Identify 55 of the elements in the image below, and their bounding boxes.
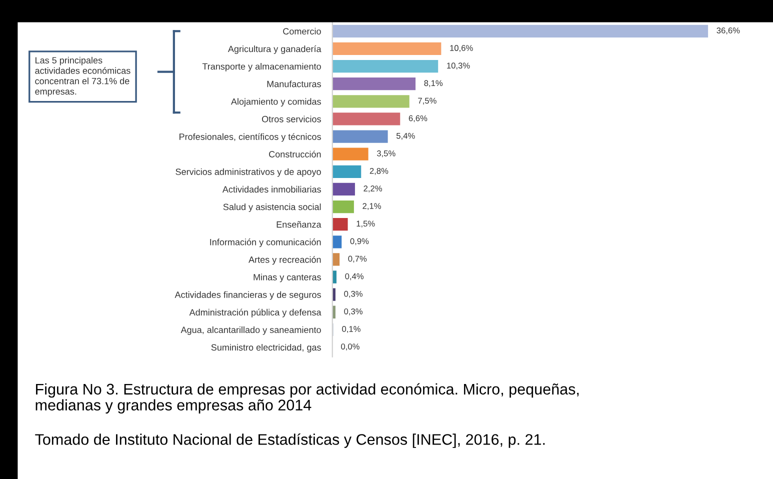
y-tick-label: Agua, alcantarillado y saneamiento (180, 326, 321, 335)
y-tick-label: Comercio (283, 28, 321, 35)
bar (332, 182, 355, 196)
y-tick-label: Manufacturas (267, 80, 321, 88)
y-tick-label: Minas y canteras (254, 274, 321, 282)
bar (332, 236, 342, 248)
text: Tomado de Instituto Nacional de Estadísticas y Censos [INEC], 2016, p. 21. (35, 433, 545, 448)
data-label: 8,1% (424, 80, 443, 88)
data-label: 10,3% (447, 62, 470, 70)
y-tick-label: Construcción (269, 150, 321, 158)
data-label: 0,4% (345, 273, 364, 280)
bar (332, 165, 362, 178)
data-label: 1,5% (356, 220, 375, 228)
y-tick-label: Transporte y almacenamiento (202, 63, 321, 72)
data-label: 2,2% (364, 186, 382, 192)
data-label: 36,6% (716, 28, 740, 34)
data-label: 0,3% (344, 290, 362, 298)
y-tick-label: Administración pública y defensa (189, 308, 322, 318)
y-tick-label: Actividades financieras y de seguros (174, 291, 321, 300)
y-tick-label: Alojamiento y comidas (230, 98, 321, 107)
bar (332, 200, 354, 214)
text: Las 5 principales actividades económicas concentran el 73.1% de empresas. (35, 56, 130, 96)
data-label: 5,4% (396, 132, 415, 140)
bar (332, 42, 442, 56)
bar (332, 24, 708, 38)
y-tick-label: Información y comunicación (210, 238, 321, 248)
y-tick-label: Salud y asistencia social (223, 203, 321, 212)
data-label: 0,9% (350, 238, 369, 246)
y-tick-label: Otros servicios (262, 116, 321, 122)
bar (332, 60, 438, 73)
data-label: 3,5% (376, 150, 396, 158)
y-tick-label: Actividades inmobiliarias (222, 186, 321, 193)
y-tick-label: Servicios administrativos y de apoyo (176, 168, 321, 177)
bar (332, 95, 410, 108)
y-tick-label: Enseñanza (276, 221, 322, 228)
data-label: 7,5% (418, 98, 436, 105)
data-label: 6,6% (408, 115, 428, 122)
data-label: 0,7% (348, 256, 367, 263)
y-tick-label: Artes y recreación (248, 256, 321, 265)
bar (332, 130, 388, 143)
y-tick-label: Profesionales, científicos y técnicos (180, 133, 321, 142)
bar (332, 218, 348, 231)
bar (332, 253, 340, 266)
y-tick-label: Suministro electricidad, gas (211, 344, 321, 352)
data-label: 0,1% (342, 326, 360, 333)
bar (332, 78, 416, 90)
data-label: 2,1% (362, 203, 381, 210)
text: Figura No 3. Estructura de empresas por actividad económica. Micro, pequeñas, medianas y grandes empresas año 2014 (36, 383, 579, 414)
data-label: 10,6% (450, 45, 473, 52)
data-label: 0,3% (344, 308, 362, 316)
data-label: 0,0% (341, 344, 360, 350)
data-label: 2,8% (370, 168, 388, 175)
bar (332, 112, 400, 126)
bar (332, 148, 368, 160)
y-tick-label: Agricultura y ganadería (228, 45, 322, 54)
